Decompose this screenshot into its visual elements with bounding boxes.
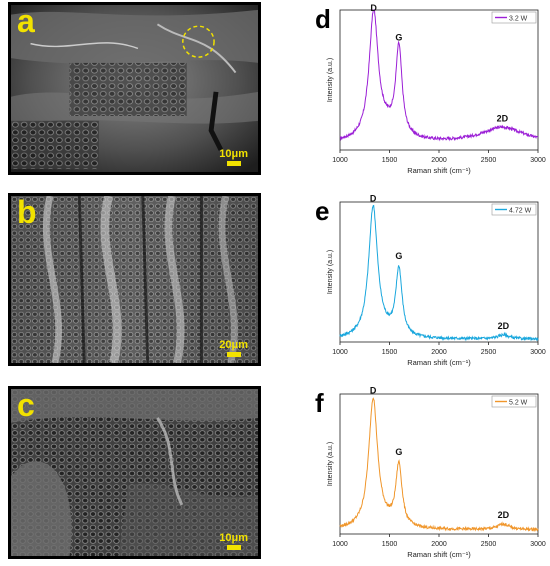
panel-label: f (315, 388, 324, 418)
y-axis-label: Intensity (a.u.) (327, 58, 334, 102)
x-tick-label: 3000 (530, 349, 546, 356)
x-tick-label: 1000 (332, 541, 348, 548)
legend-box (491, 11, 537, 24)
sem-image-c: c 10μm (8, 386, 261, 559)
legend-label: 5.2 W (509, 400, 528, 407)
legend-label: 3.2 W (509, 16, 528, 23)
scale-bar-label: 20μm (219, 339, 248, 351)
raman-plot-d: 1000 1500 2000 2500 3000 Raman shift (cm⁻¹) In… (327, 3, 546, 175)
legend-box (491, 203, 537, 216)
panel-label: c (17, 387, 35, 423)
peak-label: D (370, 386, 377, 396)
x-tick-label: 2500 (481, 349, 497, 356)
panel-label: b (17, 194, 37, 230)
x-tick-label: 3000 (530, 157, 546, 164)
peak-label: D (370, 194, 377, 204)
x-tick-label: 1500 (382, 541, 398, 548)
sem-image-b: b 20μm (8, 193, 261, 366)
peak-label: D (370, 3, 377, 13)
x-axis-label: Raman shift (cm⁻¹) (407, 358, 471, 367)
sem-image-a: a 10μm (8, 2, 261, 175)
y-axis-label: Intensity (a.u.) (327, 250, 334, 294)
x-axis-label: Raman shift (cm⁻¹) (407, 550, 471, 559)
raman-chart-e: 1000 1500 2000 2500 3000 Raman shift (cm⁻¹) In… (300, 194, 546, 374)
raman-plot-e: 1000 1500 2000 2500 3000 Raman shift (cm⁻¹) In… (327, 194, 546, 367)
x-tick-label: 2000 (431, 157, 447, 164)
sem-texture-b (11, 196, 258, 363)
scale-bar: 20μm (219, 339, 248, 357)
x-tick-label: 2000 (431, 349, 447, 356)
spectrum-line (339, 9, 539, 142)
x-tick-label: 3000 (530, 541, 546, 548)
legend-box (491, 395, 537, 408)
scale-bar: 10μm (219, 532, 248, 550)
scale-bar-label: 10μm (219, 532, 248, 544)
x-tick-label: 1500 (382, 349, 398, 356)
scale-bar-line (226, 352, 241, 357)
x-tick-label: 1000 (332, 349, 348, 356)
x-axis-label: Raman shift (cm⁻¹) (407, 166, 471, 175)
sem-texture-c (11, 389, 258, 556)
raman-chart-d: 1000 1500 2000 2500 3000 Raman shift (cm⁻¹) In… (300, 2, 546, 182)
x-tick-label: 2000 (431, 541, 447, 548)
panel-label: d (315, 4, 331, 34)
spectrum-line (339, 397, 539, 533)
scale-bar-line (226, 545, 241, 550)
panel-label: e (315, 196, 330, 226)
peak-label: 2D (498, 510, 510, 520)
peak-label: G (395, 251, 402, 261)
x-tick-label: 1000 (332, 157, 348, 164)
raman-chart-f: 1000 1500 2000 2500 3000 Raman shift (cm⁻¹) In… (300, 386, 546, 566)
panel-label: a (17, 3, 35, 39)
spectrum-line (339, 204, 539, 342)
x-tick-label: 2500 (481, 157, 497, 164)
x-tick-label: 2500 (481, 541, 497, 548)
scale-bar-label: 10μm (219, 148, 248, 160)
scale-bar-line (226, 161, 241, 166)
raman-plot-f: 1000 1500 2000 2500 3000 Raman shift (cm⁻¹) In… (327, 386, 546, 559)
peak-label: G (395, 32, 402, 42)
sem-texture-a (11, 5, 258, 172)
scale-bar: 10μm (219, 148, 248, 166)
x-tick-label: 1500 (382, 157, 398, 164)
legend-label: 4.72 W (509, 208, 532, 215)
peak-label: 2D (498, 321, 510, 331)
peak-label: G (395, 447, 402, 457)
peak-label: 2D (497, 114, 509, 124)
y-axis-label: Intensity (a.u.) (327, 442, 334, 486)
